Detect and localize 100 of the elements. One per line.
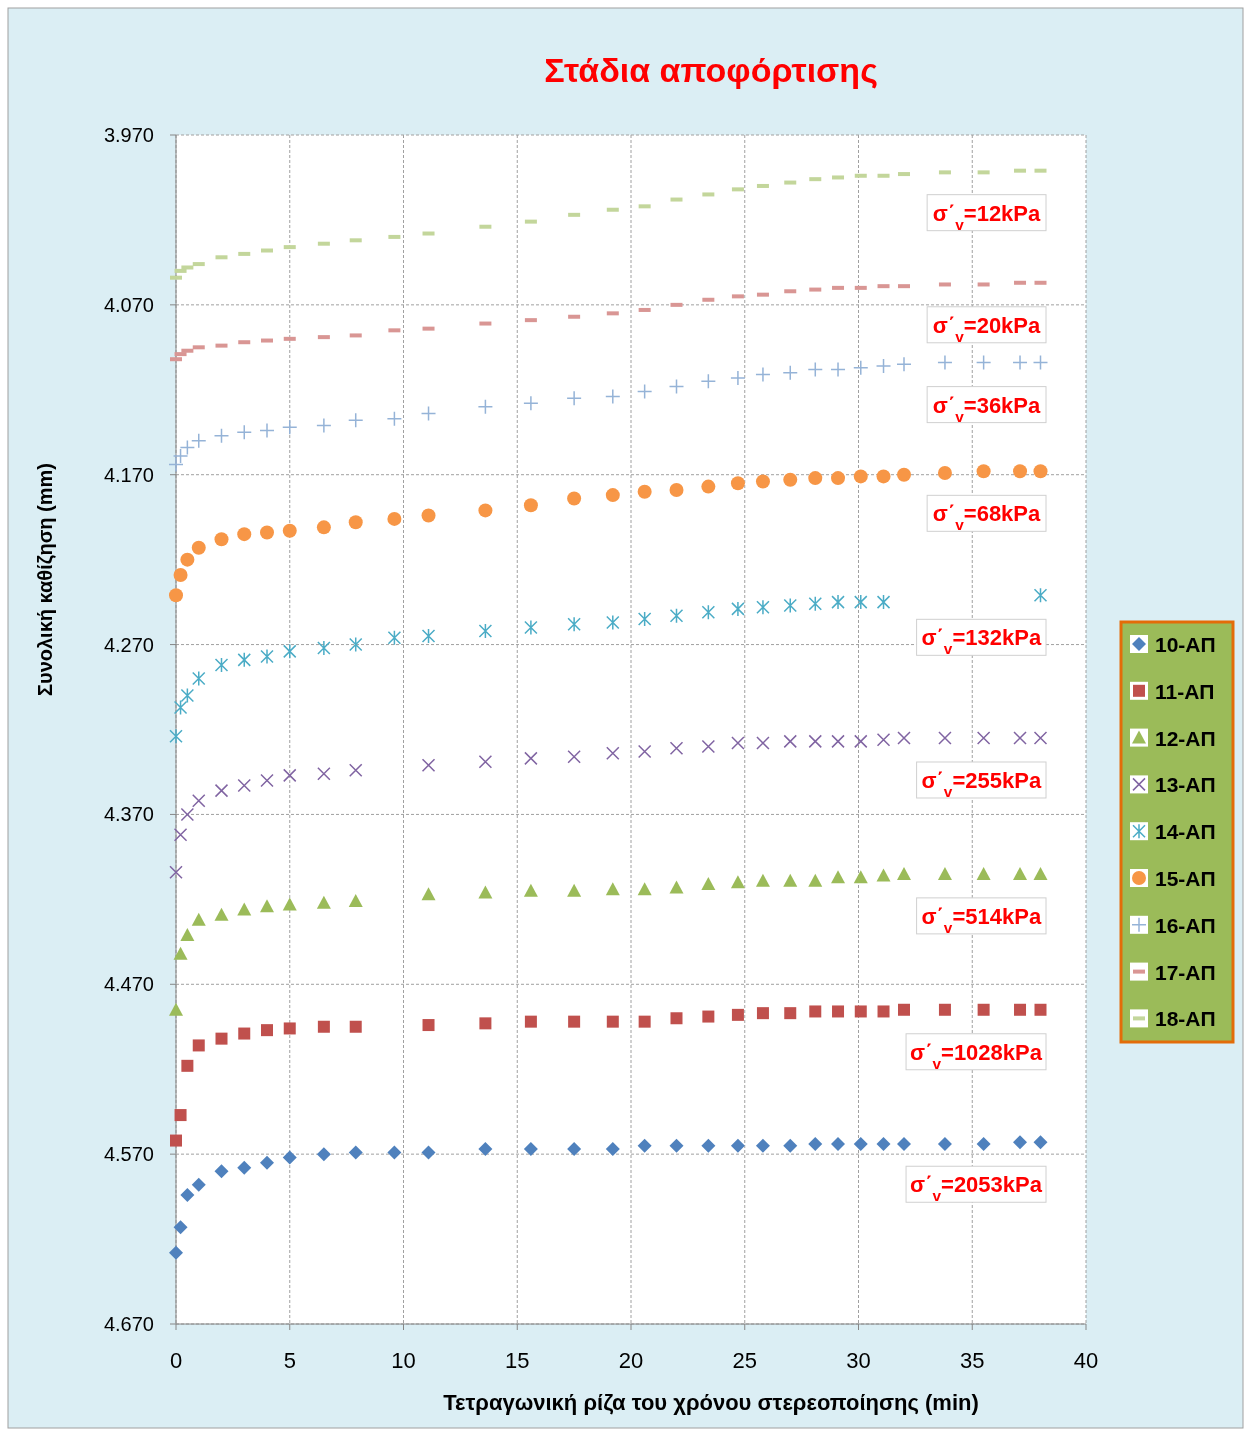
x-tick-label: 5 <box>283 1348 296 1373</box>
point <box>260 648 274 665</box>
point <box>421 1145 436 1160</box>
point <box>756 1007 769 1020</box>
point <box>173 946 188 960</box>
point <box>701 479 716 494</box>
point <box>169 865 183 879</box>
point <box>1013 464 1028 479</box>
point <box>180 687 195 704</box>
point <box>755 873 770 887</box>
point <box>701 604 716 621</box>
point <box>568 1015 581 1028</box>
point <box>523 883 538 897</box>
x-axis-title: Τετραγωνική ρίζα του χρόνου στερεοποίησης (min) <box>443 1390 979 1415</box>
point <box>668 378 685 395</box>
point <box>317 1020 330 1033</box>
point <box>260 773 274 788</box>
point <box>348 1145 363 1160</box>
point <box>670 1012 683 1025</box>
y-tick-label: 4.470 <box>103 973 154 996</box>
point <box>237 527 252 542</box>
point <box>282 1150 297 1165</box>
y-tick-label: 4.170 <box>103 463 154 486</box>
point <box>876 469 891 484</box>
point <box>1013 731 1027 745</box>
annotation: σ΄$_{v}$=68kPa <box>932 501 1042 533</box>
point <box>1033 731 1048 745</box>
point <box>214 907 229 921</box>
annotation: σ΄$_{v}$=255kPa <box>921 767 1042 800</box>
point <box>832 1005 845 1018</box>
annotation: σ΄$_{v}$=2053kPa <box>910 1172 1043 1204</box>
point <box>1013 1135 1028 1150</box>
point <box>700 373 717 390</box>
point <box>523 395 539 412</box>
point <box>1034 1003 1047 1016</box>
point <box>567 883 582 897</box>
point <box>606 746 620 761</box>
point <box>172 448 189 464</box>
point <box>937 866 952 880</box>
point <box>214 532 229 547</box>
point <box>783 1138 798 1153</box>
point <box>783 472 798 487</box>
point <box>1033 1135 1048 1150</box>
legend-label: 18-ΑΠ <box>1155 1007 1216 1031</box>
point <box>1014 1003 1027 1016</box>
point <box>173 567 188 582</box>
point <box>478 503 493 518</box>
point <box>348 763 363 778</box>
point <box>853 870 868 884</box>
point <box>831 734 845 749</box>
point <box>897 1136 911 1151</box>
point <box>1033 464 1048 479</box>
point <box>238 1027 251 1040</box>
point <box>421 887 436 901</box>
legend-label: 11-ΑΠ <box>1155 679 1215 703</box>
point <box>701 739 716 754</box>
point <box>191 540 206 555</box>
point <box>976 731 991 745</box>
point <box>783 734 797 749</box>
point <box>524 619 538 636</box>
y-tick-label: 4.270 <box>103 633 154 656</box>
point <box>875 358 892 374</box>
point <box>170 1134 182 1147</box>
point <box>937 466 952 481</box>
point <box>421 628 436 644</box>
point <box>478 885 493 899</box>
point <box>180 552 195 567</box>
point <box>637 882 652 896</box>
point <box>731 1008 744 1021</box>
point <box>213 427 230 444</box>
x-tick-label: 30 <box>846 1348 871 1373</box>
point <box>876 594 891 610</box>
point <box>169 1245 183 1260</box>
point <box>260 899 274 913</box>
point <box>669 1138 684 1153</box>
point <box>854 1005 867 1018</box>
point <box>730 1138 745 1153</box>
point <box>669 880 684 894</box>
point <box>937 354 953 371</box>
point <box>421 508 436 523</box>
point <box>976 866 991 880</box>
x-tick-label: 35 <box>960 1348 985 1373</box>
point <box>260 525 274 540</box>
point <box>853 469 868 484</box>
point <box>349 1020 362 1033</box>
point <box>637 611 652 627</box>
point <box>605 388 621 405</box>
annotation: σ΄$_{v}$=132kPa <box>921 625 1042 657</box>
point <box>854 594 868 610</box>
point <box>831 1136 846 1151</box>
point <box>181 1059 194 1072</box>
point <box>755 474 770 489</box>
annotation: σ΄$_{v}$=12kPa <box>932 200 1042 233</box>
point <box>524 751 538 766</box>
point <box>387 1145 402 1160</box>
point <box>701 1138 716 1153</box>
point <box>180 807 195 822</box>
point <box>854 734 868 749</box>
point <box>1033 866 1048 880</box>
point <box>877 1005 890 1018</box>
